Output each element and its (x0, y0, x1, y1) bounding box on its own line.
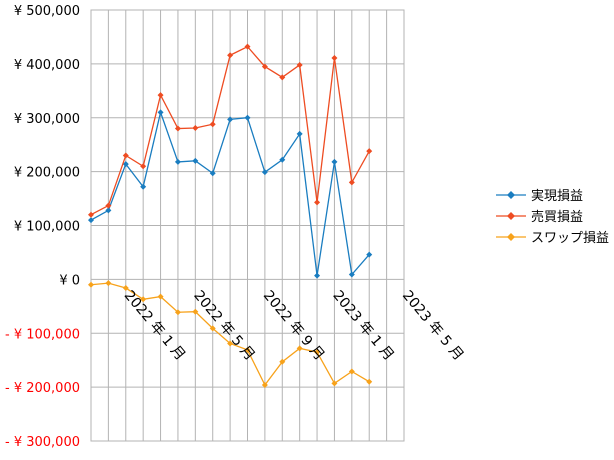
data-point (331, 380, 338, 387)
data-point (105, 202, 112, 209)
data-point (122, 284, 129, 291)
data-point (192, 308, 199, 315)
data-point (209, 325, 216, 332)
data-point (244, 43, 251, 50)
y-tick-label: ¥ 400,000 (14, 58, 80, 73)
data-point (157, 293, 164, 300)
data-point (227, 116, 234, 123)
data-point (174, 158, 181, 165)
legend-swatch-marker (507, 212, 515, 220)
data-point (244, 346, 251, 353)
data-point (366, 148, 373, 155)
data-point (348, 271, 355, 278)
data-point (174, 125, 181, 132)
data-point (157, 92, 164, 99)
legend-item: 売買損益 (496, 209, 583, 225)
data-point (88, 217, 94, 224)
data-point (296, 345, 303, 352)
series-group (88, 280, 373, 388)
data-point (192, 124, 199, 131)
legend-label: 実現損益 (531, 188, 583, 204)
data-point (227, 340, 234, 347)
legend-item: スワップ損益 (496, 231, 609, 246)
data-point (227, 52, 234, 59)
y-tick-labels: ¥ 500,000 ¥ 400,000 ¥ 300,000 ¥ 200,000 ¥ 10… (5, 4, 80, 450)
legend-label: スワップ損益 (531, 231, 609, 246)
data-point (140, 183, 147, 190)
data-point (366, 251, 373, 258)
data-point (296, 61, 303, 68)
data-point (279, 358, 286, 365)
data-point (122, 161, 129, 168)
y-tick-label: - ¥ 200,000 (5, 381, 80, 396)
legend-label: 売買損益 (531, 209, 583, 225)
y-tick-label: - ¥ 100,000 (5, 327, 80, 342)
data-point (314, 199, 321, 206)
y-tick-label: ¥ 100,000 (14, 220, 80, 235)
y-tick-label: ¥ 0 (59, 273, 80, 288)
data-point (88, 281, 94, 288)
data-point (105, 207, 112, 214)
data-point (209, 121, 216, 128)
data-point (157, 109, 164, 116)
legend-swatch-marker (507, 233, 515, 241)
y-tick-label: ¥ 300,000 (14, 112, 80, 127)
series-group (88, 109, 373, 279)
grid (90, 9, 405, 442)
data-point (105, 280, 112, 287)
series (88, 43, 373, 388)
data-point (348, 179, 355, 186)
data-point (88, 211, 94, 218)
x-tick-label: 2023 年 5 月 (399, 288, 466, 364)
data-point (192, 157, 199, 164)
data-point (279, 74, 286, 81)
data-point (348, 368, 355, 375)
data-point (314, 272, 321, 279)
data-point (261, 381, 268, 388)
data-point (261, 63, 268, 70)
legend-swatch-marker (507, 191, 515, 199)
y-tick-label: ¥ 500,000 (14, 4, 80, 19)
data-point (366, 378, 373, 385)
data-point (296, 130, 303, 137)
data-point (140, 296, 147, 303)
data-point (314, 349, 321, 356)
y-tick-label: ¥ 200,000 (14, 166, 80, 181)
data-point (140, 163, 147, 170)
data-point (279, 156, 286, 163)
data-point (174, 309, 181, 316)
plot-frame (90, 9, 405, 442)
series-group (88, 43, 373, 218)
data-point (244, 114, 251, 121)
data-point (331, 54, 338, 61)
data-point (209, 170, 216, 177)
y-tick-label: - ¥ 300,000 (5, 435, 80, 450)
data-point (122, 152, 129, 159)
data-point (261, 169, 268, 176)
data-point (331, 158, 338, 165)
legend-item: 実現損益 (496, 188, 583, 204)
